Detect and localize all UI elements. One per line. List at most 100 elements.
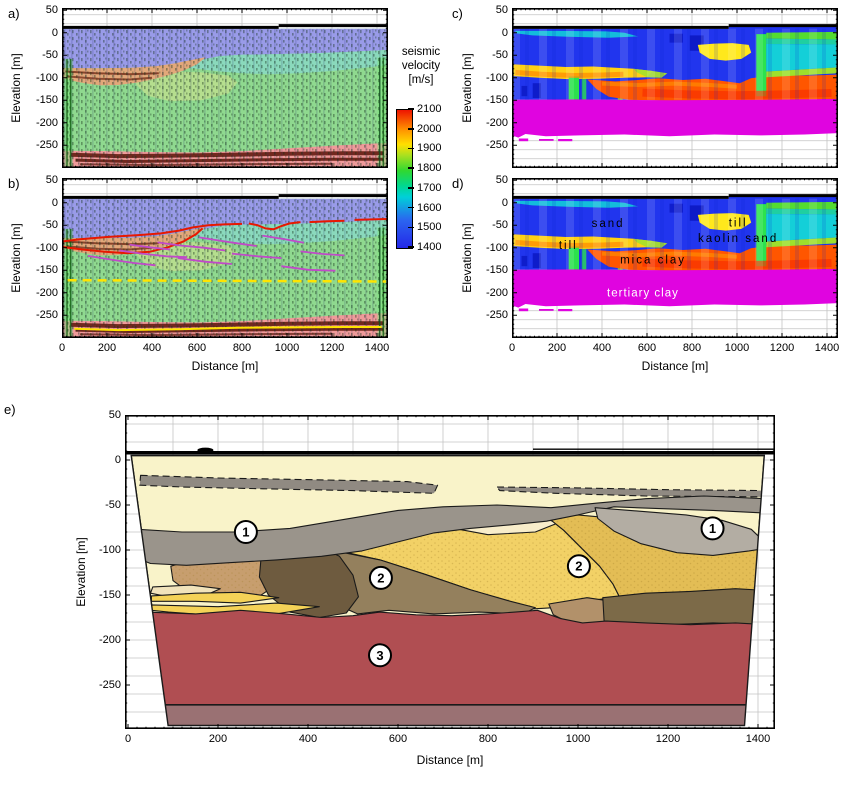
y-tick-label-d: -100 [485, 241, 508, 254]
y-tick-label-c: -100 [485, 71, 508, 84]
x-tick-label-e: 800 [478, 733, 498, 745]
unit-gray-lens-upper [496, 486, 765, 498]
unit-amber-bright-texture [320, 515, 620, 610]
x-tick-label-b: 1200 [319, 342, 345, 354]
zone-magenta-blob [539, 309, 554, 311]
unit-marker-number-3: 3 [376, 648, 383, 663]
y-tick-label-b: 0 [51, 196, 58, 209]
colorbar-title-line1: seismic [401, 46, 441, 58]
x-tick-label-e: 1000 [565, 733, 591, 745]
stripe-texture-overlay [512, 198, 838, 270]
stripe-texture-overlay [512, 28, 838, 100]
interpretation-line [231, 252, 282, 259]
x-tick-label-e: 0 [124, 733, 132, 745]
interpretation-line [62, 227, 204, 255]
y-tick-label-c: 0 [501, 26, 508, 39]
interpretation-line [119, 249, 187, 259]
plot-border [512, 8, 838, 168]
unit-label-sand: sand [592, 218, 625, 230]
panel-b-plot [62, 178, 388, 338]
y-tick-label-b: -150 [35, 264, 58, 277]
y-tick-label-e: -150 [98, 589, 121, 601]
unit-label-till: till [729, 218, 748, 230]
unit-marker-number-1: 1 [709, 521, 716, 536]
y-tick-label-d: -250 [485, 309, 508, 322]
colorbar-tick-mark [408, 147, 414, 150]
colorbar-title-line3: [m/s] [408, 74, 434, 86]
y-tick-label-c: -250 [485, 139, 508, 152]
colorbar-tick-mark [408, 187, 414, 189]
unit-marker-circle-1 [700, 516, 725, 541]
x-tick-label-d: 400 [592, 342, 612, 354]
y-tick-label-d: -200 [485, 286, 508, 299]
colorbar-tick-mark [408, 167, 414, 169]
unit-label-tertiary-clay: tertiary clay [607, 287, 679, 299]
interpretation-line [248, 221, 301, 231]
y-tick-label-a: 0 [51, 26, 58, 39]
x-tick-label-e: 200 [208, 733, 228, 745]
colorbar-tick-label: 1500 [417, 221, 442, 234]
x-tick-label-d: 1200 [769, 342, 795, 354]
colorbar-tick-mark [408, 246, 414, 248]
x-tick-label-d: 0 [508, 342, 516, 354]
elevation-axis-title-b: Elevation [m] [9, 223, 23, 293]
unit-marker-circle-2 [368, 565, 393, 590]
unit-label-till: till [559, 240, 578, 252]
y-tick-label-e: -50 [105, 499, 121, 511]
colorbar-title-line2: velocity [401, 60, 441, 72]
x-tick-label-d: 800 [682, 342, 702, 354]
colorbar-tick-label: 2000 [417, 122, 442, 135]
y-tick-label-d: 0 [501, 196, 508, 209]
colorbar-tick-mark [408, 226, 414, 228]
section-units-group [131, 455, 765, 726]
colorbar-tick-label: 1700 [417, 181, 442, 194]
section-outline [130, 454, 766, 727]
plot-border [512, 178, 838, 338]
interpretation-line [129, 243, 171, 251]
x-tick-label-b: 200 [97, 342, 117, 354]
y-tick-label-a: 50 [45, 4, 58, 17]
unit-label-mica-clay: mica clay [620, 254, 686, 266]
zone-magenta-clay [512, 98, 838, 138]
unit-marker-circle-3 [368, 643, 392, 668]
unit-amber-dark-texture [545, 514, 765, 597]
zone-magenta-blob [558, 309, 573, 312]
interpretation-line [62, 222, 243, 243]
distance-axis-title-d: Distance [m] [641, 359, 709, 373]
unit-yellow-strip [150, 591, 280, 604]
interpretation-line [300, 250, 345, 257]
interpretation-line [87, 255, 156, 267]
unit-marker-circle-2 [566, 554, 591, 579]
zone-magenta-blob [558, 139, 573, 142]
interpretation-line [74, 326, 382, 332]
zone-magenta-blob [539, 139, 554, 141]
y-tick-label-d: -150 [485, 264, 508, 277]
panel-e-plot: 1 1 2 2 3 [125, 415, 775, 729]
x-tick-label-d: 600 [637, 342, 657, 354]
y-tick-label-a: -50 [42, 49, 58, 62]
colorbar-tick-label: 2100 [417, 103, 442, 115]
zone-magenta-clay [512, 268, 838, 308]
y-tick-label-e: -250 [98, 679, 121, 691]
panel-label-a: a) [8, 6, 20, 21]
colorbar-gradient [396, 109, 413, 249]
y-tick-label-b: -100 [35, 241, 58, 254]
elevation-axis-title-a: Elevation [m] [9, 53, 23, 123]
colorbar-tick-mark [408, 206, 414, 209]
interpretation-line [354, 218, 388, 221]
unit-marker-circle-1 [233, 520, 258, 544]
y-tick-label-e: -200 [98, 634, 121, 646]
interpretation-line [157, 241, 226, 252]
elevation-axis-title-c: Elevation [m] [460, 53, 474, 123]
panel-d-plot: sand till till kaolin sand mica clay tertiary… [512, 178, 838, 338]
y-tick-label-c: -50 [492, 49, 508, 62]
unit-marker-number-1: 1 [242, 525, 249, 540]
plot-border [125, 415, 775, 729]
colorbar-tick-label: 1900 [417, 142, 442, 155]
interpretation-line [67, 278, 387, 283]
y-tick-label-b: -200 [35, 286, 58, 299]
interpretation-line [199, 236, 257, 247]
y-tick-label-c: -150 [485, 94, 508, 107]
x-tick-label-b: 1000 [274, 342, 300, 354]
